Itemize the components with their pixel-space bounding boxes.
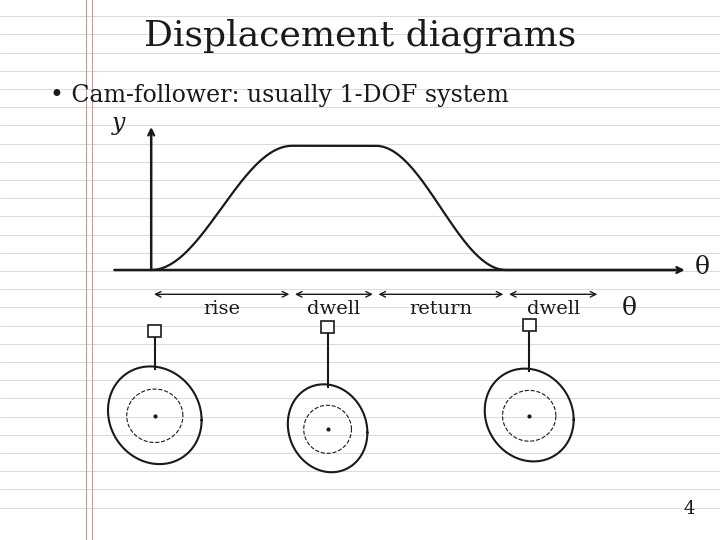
Text: θ: θ [621, 297, 636, 320]
Text: dwell: dwell [307, 300, 361, 318]
Bar [148, 325, 161, 337]
Text: 4: 4 [683, 501, 695, 518]
Text: dwell: dwell [526, 300, 580, 318]
Text: Displacement diagrams: Displacement diagrams [144, 19, 576, 53]
Text: rise: rise [203, 300, 240, 318]
Text: y: y [112, 112, 125, 135]
Bar [523, 319, 536, 330]
Bar [321, 321, 334, 333]
Text: θ: θ [695, 256, 710, 279]
Text: return: return [410, 300, 472, 318]
Text: • Cam-follower: usually 1-DOF system: • Cam-follower: usually 1-DOF system [50, 84, 509, 107]
